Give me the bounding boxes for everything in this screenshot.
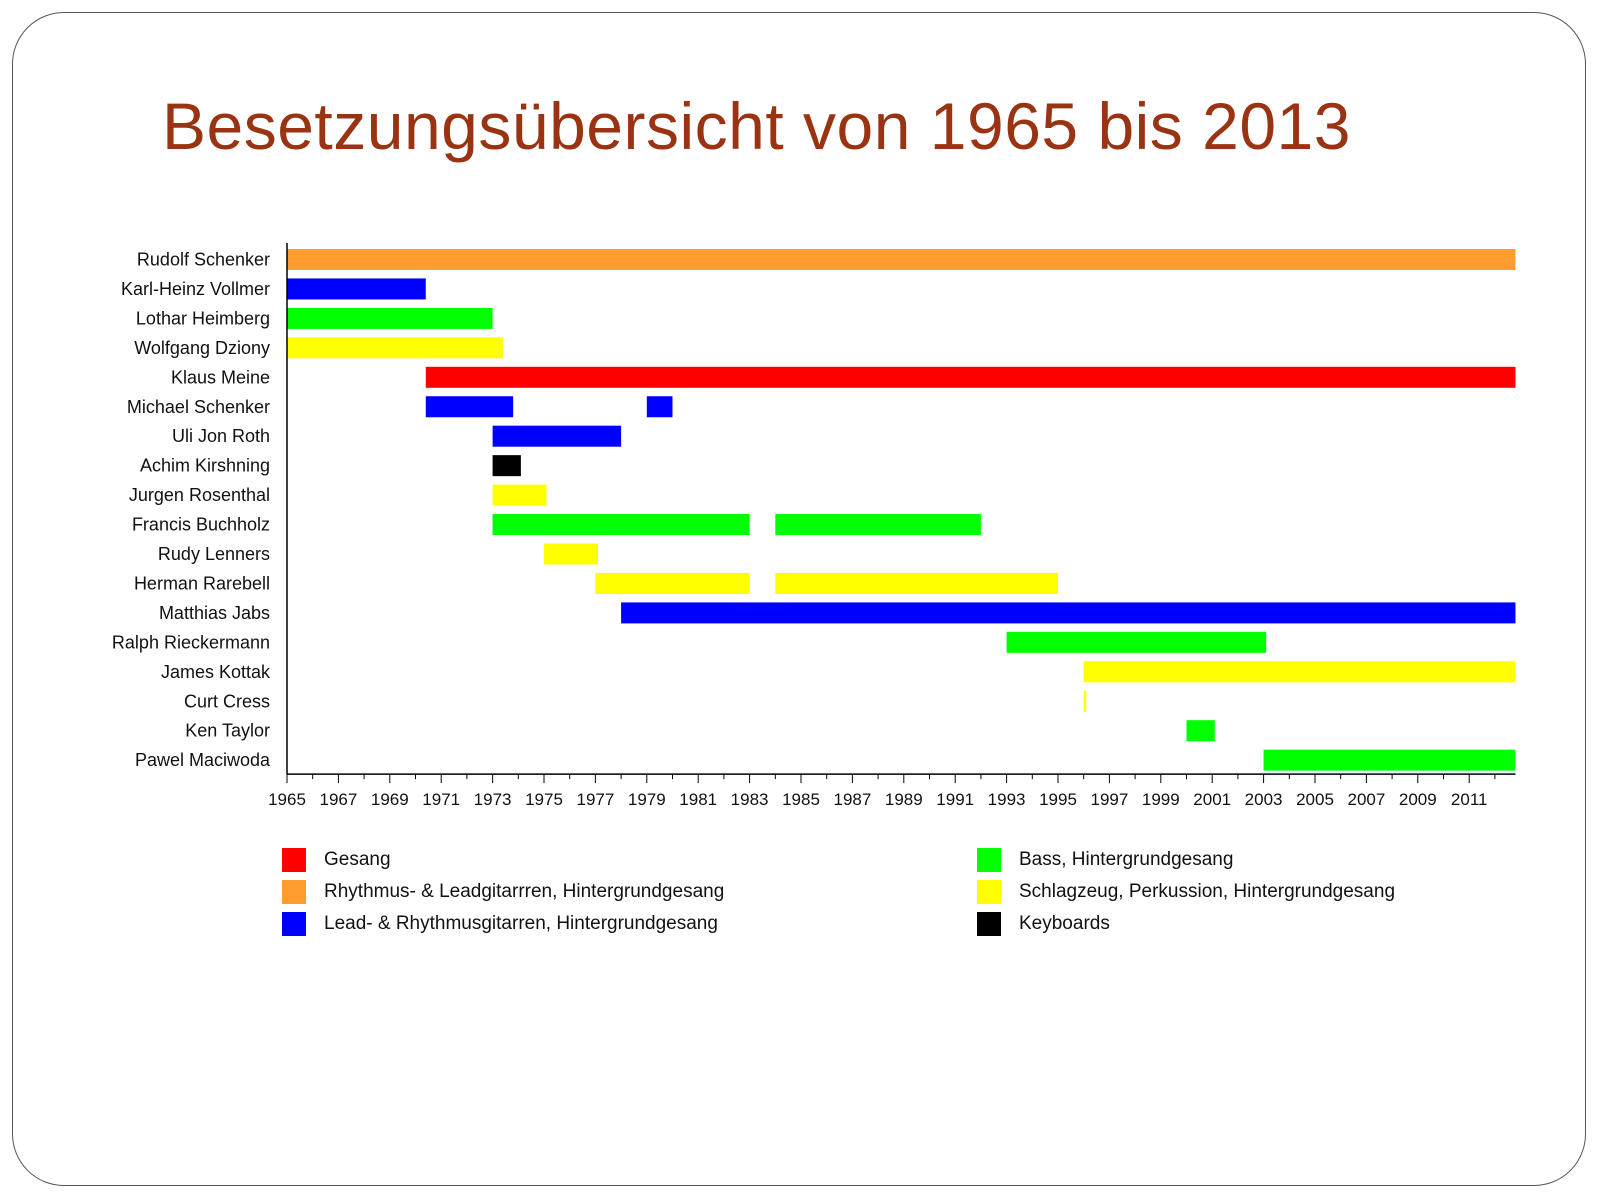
x-tick-label: 1999 [1142, 790, 1180, 809]
row-label: Jurgen Rosenthal [129, 485, 270, 505]
timeline-bar [646, 396, 673, 418]
row-label: Matthias Jabs [159, 603, 270, 623]
x-tick-label: 1969 [371, 790, 409, 809]
legend-swatch [977, 880, 1001, 904]
x-tick-label: 1983 [731, 790, 769, 809]
x-tick-label: 1993 [988, 790, 1026, 809]
row-label: Rudy Lenners [158, 544, 270, 564]
x-tick-label: 1995 [1039, 790, 1077, 809]
timeline-bar [1263, 749, 1516, 771]
row-label: Michael Schenker [127, 397, 270, 417]
legend-label: Keyboards [1019, 913, 1110, 934]
legend-label: Bass, Hintergrundgesang [1019, 849, 1234, 870]
row-label: James Kottak [161, 662, 271, 682]
timeline-bar [492, 455, 521, 477]
timeline-bar [492, 514, 750, 536]
timeline-bar [1006, 631, 1267, 653]
legend-swatch [977, 912, 1001, 936]
x-tick-label: 1991 [936, 790, 974, 809]
slide-frame [12, 12, 1586, 1186]
timeline-bar [621, 602, 1516, 624]
timeline-bar [425, 396, 514, 418]
x-tick-label: 2005 [1296, 790, 1334, 809]
slide-title: Besetzungsübersicht von 1965 bis 2013 [162, 89, 1351, 163]
timeline-bar [287, 249, 1516, 270]
timeline-bar [287, 278, 426, 300]
row-label: Curt Cress [184, 691, 270, 711]
x-tick-label: 1971 [422, 790, 460, 809]
legend-swatch [282, 880, 306, 904]
row-label: Klaus Meine [171, 367, 270, 387]
x-tick-label: 1967 [319, 790, 357, 809]
x-tick-label: 1989 [885, 790, 923, 809]
x-tick-label: 1979 [628, 790, 666, 809]
row-label: Ralph Rieckermann [112, 632, 270, 652]
row-label: Wolfgang Dziony [134, 338, 270, 358]
timeline-bar [492, 484, 547, 506]
row-label: Francis Buchholz [132, 515, 270, 535]
row-label: Ken Taylor [185, 721, 270, 741]
x-tick-label: 2009 [1399, 790, 1437, 809]
legend-label: Schlagzeug, Perkussion, Hintergrundgesan… [1019, 881, 1396, 902]
x-tick-label: 1977 [576, 790, 614, 809]
x-tick-label: 1985 [782, 790, 820, 809]
timeline-bar [1083, 661, 1516, 683]
legend-swatch [977, 848, 1001, 872]
timeline-bar [425, 366, 1516, 388]
timeline-bar [544, 543, 598, 565]
row-label: Lothar Heimberg [136, 308, 270, 328]
timeline-bar [1186, 720, 1215, 742]
row-label: Uli Jon Roth [172, 426, 270, 446]
legend-label: Rhythmus- & Leadgitarrren, Hintergrundge… [324, 881, 725, 902]
legend-swatch [282, 848, 306, 872]
legend-swatch [282, 912, 306, 936]
x-tick-label: 1981 [679, 790, 717, 809]
row-label: Rudolf Schenker [137, 250, 270, 270]
timeline-bar [287, 307, 493, 329]
row-label: Karl-Heinz Vollmer [121, 279, 270, 299]
legend-label: Gesang [324, 849, 391, 870]
timeline-bar [775, 514, 981, 536]
x-tick-label: 2007 [1347, 790, 1385, 809]
timeline-bar [287, 337, 503, 359]
timeline-bar [775, 572, 1058, 594]
x-tick-label: 1997 [1090, 790, 1128, 809]
x-tick-label: 1973 [474, 790, 512, 809]
timeline-bar [1083, 690, 1087, 712]
timeline-bar [492, 425, 622, 447]
x-tick-label: 2011 [1451, 790, 1488, 809]
x-tick-label: 1965 [268, 790, 306, 809]
row-label: Achim Kirshning [140, 456, 270, 476]
x-tick-label: 2001 [1193, 790, 1231, 809]
timeline-bar [595, 572, 750, 594]
x-tick-label: 1987 [833, 790, 871, 809]
x-tick-label: 2003 [1245, 790, 1283, 809]
row-label: Pawel Maciwoda [135, 750, 271, 770]
x-tick-label: 1975 [525, 790, 563, 809]
legend-label: Lead- & Rhythmusgitarren, Hintergrundges… [324, 913, 718, 934]
row-label: Herman Rarebell [134, 573, 270, 593]
